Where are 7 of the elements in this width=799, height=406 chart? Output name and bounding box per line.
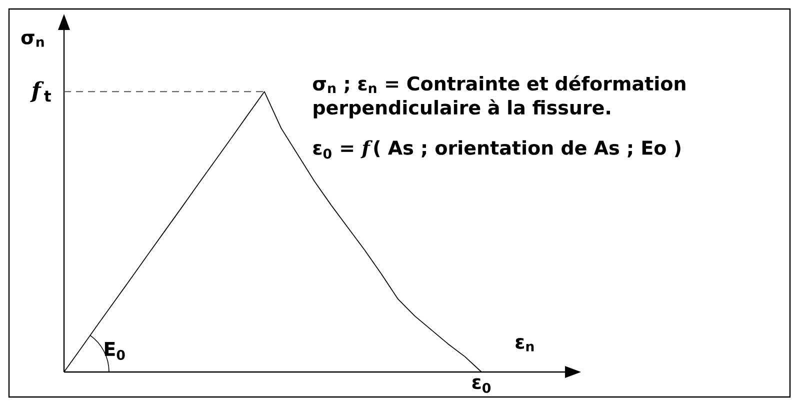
text: ε$_{0}$ bbox=[472, 378, 491, 393]
text: f$_{t}$ bbox=[30, 81, 51, 102]
annotation: σ$_{n}$ ; ε$_{n}$ = Contrainte et déformation perpendiculaire à la fissure. bbox=[313, 75, 686, 118]
annotation: E$_{0}$ bbox=[104, 342, 125, 360]
x-axis-title: ε$_{n}$ bbox=[516, 338, 534, 352]
y-axis-title: σ$_{n}$ bbox=[21, 34, 44, 47]
annotation: ε$_{0}$ = f( As ; orientation de As ; Eo ) bbox=[313, 140, 680, 159]
